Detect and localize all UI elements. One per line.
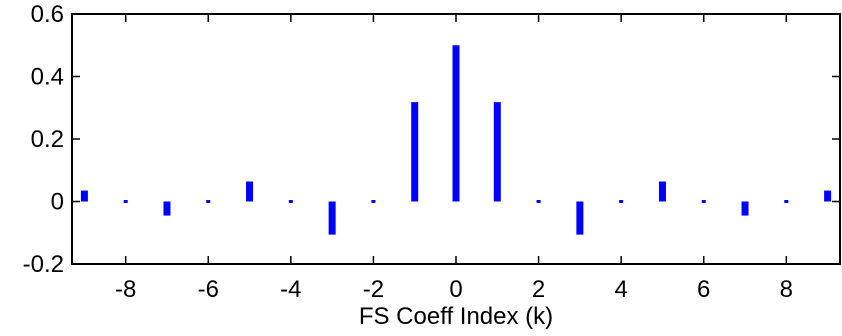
bar [246, 181, 254, 202]
bar [328, 201, 336, 235]
bar-zero [619, 200, 624, 203]
x-tick-label: -2 [363, 276, 384, 303]
axis-ticks [72, 13, 840, 265]
x-tick-label: 8 [780, 276, 793, 303]
bar-zero [536, 200, 541, 203]
bar [80, 190, 88, 202]
tick-labels: -8 -6 -4 -2 0 2 4 6 8 -0.2 0 0.2 0.4 0.6 [23, 1, 793, 303]
bar [576, 201, 584, 235]
x-tick-label: -4 [280, 276, 301, 303]
bar-zero [701, 200, 706, 203]
x-tick-label: -6 [198, 276, 219, 303]
bars [80, 45, 832, 235]
bar [411, 102, 419, 202]
bar-zero [371, 200, 376, 203]
x-tick-label: 4 [614, 276, 627, 303]
bar [741, 201, 749, 216]
plot-frame [71, 13, 841, 265]
bar-zero [784, 200, 789, 203]
x-axis-label: FS Coeff Index (k) [359, 303, 553, 330]
x-tick-label: 0 [449, 276, 462, 303]
bar [493, 102, 501, 202]
y-tick-label: -0.2 [23, 251, 64, 278]
y-tick-label: 0.4 [31, 64, 64, 91]
y-tick-label: 0.2 [31, 126, 64, 153]
bar-zero [206, 200, 211, 203]
x-tick-label: 6 [697, 276, 710, 303]
bar [452, 45, 460, 202]
bar [658, 181, 666, 202]
x-tick-label: -8 [115, 276, 136, 303]
y-tick-label: 0 [51, 189, 64, 216]
bar [163, 201, 171, 216]
bar-zero [123, 200, 128, 203]
x-tick-label: 2 [532, 276, 545, 303]
bar-zero [288, 200, 293, 203]
bar [824, 190, 832, 202]
y-tick-label: 0.6 [31, 1, 64, 28]
